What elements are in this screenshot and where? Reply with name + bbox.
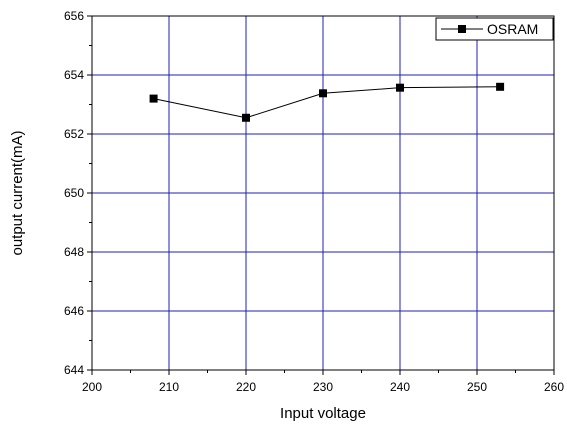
y-tick-label-652: 652 <box>64 127 84 141</box>
x-tick-label-220: 220 <box>236 380 256 394</box>
y-tick-label-654: 654 <box>64 68 84 82</box>
x-tick-label-260: 260 <box>544 380 564 394</box>
x-axis-title: Input voltage <box>280 405 366 422</box>
x-tick-label-200: 200 <box>82 380 102 394</box>
x-tick-label-210: 210 <box>159 380 179 394</box>
x-tick-label-240: 240 <box>390 380 410 394</box>
x-tick-label-250: 250 <box>467 380 487 394</box>
y-tick-label-644: 644 <box>64 363 84 377</box>
grid-lines <box>92 16 554 370</box>
data-point-208 <box>149 94 158 103</box>
data-point-240 <box>396 83 404 92</box>
axis-ticks: 200 210 220 230 240 250 260 644 646 648 650 652 654 6… <box>64 9 564 394</box>
y-tick-label-646: 646 <box>64 304 84 318</box>
data-point-253 <box>496 82 505 91</box>
y-tick-label-656: 656 <box>64 9 84 23</box>
y-tick-label-648: 648 <box>64 245 84 259</box>
data-point-230 <box>319 89 327 98</box>
legend-label: OSRAM <box>487 21 538 37</box>
y-axis-title: output current(mA) <box>9 130 26 255</box>
y-tick-label-650: 650 <box>64 186 84 200</box>
x-tick-label-230: 230 <box>313 380 333 394</box>
legend-square-marker <box>458 25 466 33</box>
series-layer <box>149 82 505 122</box>
data-point-220 <box>242 113 250 122</box>
legend: OSRAM <box>435 17 554 41</box>
legend-box <box>435 17 554 41</box>
